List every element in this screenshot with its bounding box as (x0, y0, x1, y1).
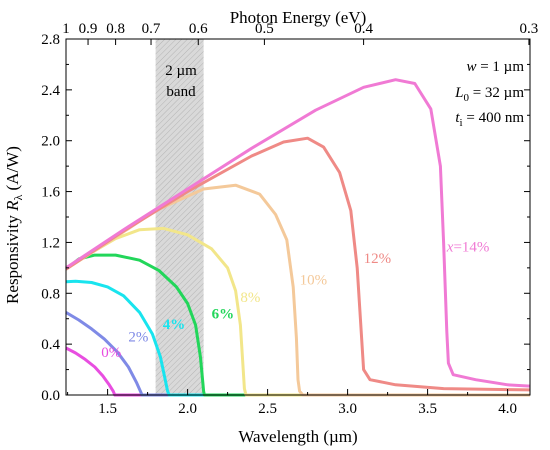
series-line-2 (65, 311, 530, 397)
y-axis-label-subscript: λ (11, 195, 25, 201)
y-tick-label: 1.6 (41, 185, 60, 201)
y-tick-label: 2.8 (41, 32, 60, 48)
series-line-0 (65, 346, 530, 397)
y-axis-label-main: Responsivity (3, 211, 22, 304)
series-line-x14 (65, 78, 531, 388)
top-axis-label: Photon Energy (eV) (230, 8, 367, 27)
x-axis-label: Wavelength (µm) (238, 427, 357, 446)
curve-label: 2% (128, 330, 148, 346)
y-axis-label: Responsivity Rλ (A/W) (3, 146, 25, 304)
x-tick-label: 3.5 (418, 401, 437, 417)
ticks: 1.5 2.0 2.5 3.0 3.5 4.0 0.0 0.4 0.8 1.2 1.6 2.0 2.4 2… (41, 21, 538, 417)
curve-label: 4% (163, 317, 186, 333)
y-axis-label-symbol: R (3, 200, 22, 212)
curve-label: 0% (101, 345, 121, 361)
x-tick-label: 2.0 (178, 401, 197, 417)
curve-label: 10% (300, 272, 328, 288)
param-w: w = 1 µm (466, 59, 524, 75)
band-hatch (155, 39, 204, 395)
y-axis-label-unit: (A/W) (3, 146, 22, 195)
top-tick-label: 0.4 (354, 21, 373, 37)
x-tick-label: 3.0 (338, 401, 357, 417)
top-tick-label: 0.5 (255, 21, 274, 37)
top-tick-label: 0.9 (79, 21, 98, 37)
parameter-box: w = 1 µm L0 = 32 µm ti = 400 nm (454, 59, 524, 129)
curve-label: 12% (364, 251, 392, 267)
top-tick-label: 0.7 (142, 21, 161, 37)
y-tick-label: 2.4 (41, 83, 60, 99)
param-t: ti = 400 nm (455, 110, 524, 129)
curve-label: x=14% (446, 239, 490, 255)
param-L: L0 = 32 µm (454, 85, 524, 104)
band-label-line2: band (166, 84, 196, 100)
x-tick-label: 2.5 (258, 401, 277, 417)
y-tick-label: 2.0 (41, 134, 60, 150)
top-tick-label: 0.6 (189, 21, 208, 37)
series-layer (65, 78, 531, 397)
x-tick-label: 1.5 (98, 401, 117, 417)
series-line-8 (65, 226, 530, 397)
y-tick-label: 0.4 (41, 337, 60, 353)
series-line-10 (65, 183, 530, 397)
top-tick-label: 0.8 (106, 21, 125, 37)
y-tick-label: 0.0 (41, 388, 60, 404)
x-tick-label: 4.0 (498, 401, 517, 417)
band-region (155, 39, 204, 395)
band-label-line1: 2 µm (165, 63, 197, 79)
curve-label: 6% (212, 307, 235, 323)
series-line-6 (65, 253, 530, 397)
y-tick-label: 0.8 (41, 286, 60, 302)
y-tick-label: 1.2 (41, 235, 60, 251)
top-tick-label: 1 (62, 21, 70, 37)
curve-labels: 0% 2% 4% 6% 8% 10% 12% x=14% (101, 239, 489, 361)
curve-label: 8% (240, 290, 260, 306)
series-line-12 (65, 136, 531, 392)
top-tick-label: 0.3 (520, 21, 539, 37)
series-line-4 (65, 279, 530, 397)
